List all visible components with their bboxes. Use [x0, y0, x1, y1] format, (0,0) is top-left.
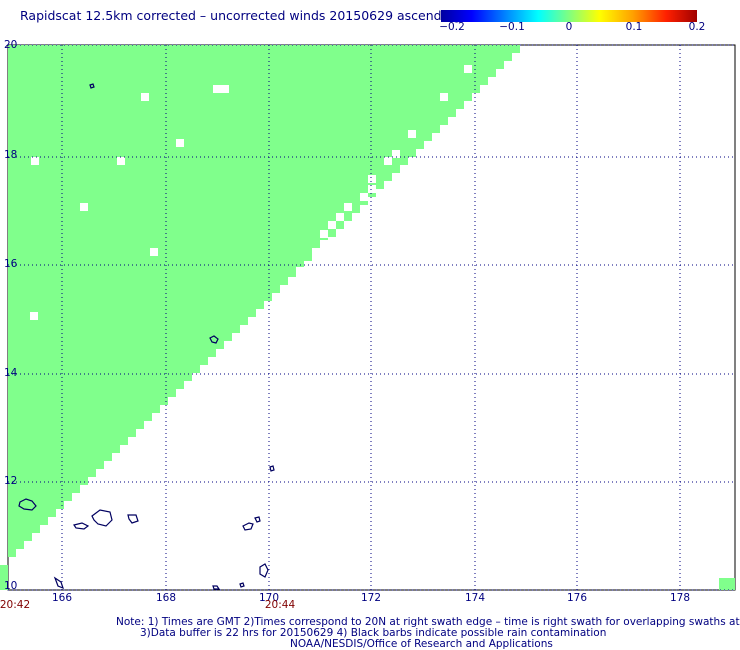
colorbar-label: −0.1	[499, 21, 525, 33]
colorbar-label: 0.2	[688, 21, 706, 33]
footnote-line-1: Note: 1) Times are GMT 2)Times correspon…	[116, 616, 740, 628]
data-gap-cell	[328, 221, 336, 229]
island-outline	[239, 582, 245, 588]
data-gap-cell	[31, 157, 39, 165]
data-gap-cell	[320, 240, 328, 248]
island-outline	[254, 516, 261, 523]
data-gap-cell	[248, 330, 256, 338]
colorbar-gradient	[441, 10, 697, 22]
data-gap-cell	[264, 312, 272, 320]
data-gap-cell	[296, 267, 304, 275]
colorbar-label: −0.2	[439, 21, 465, 33]
data-gap-cell	[384, 157, 392, 165]
island-outline	[242, 522, 254, 531]
lon-tick-label: 178	[669, 592, 691, 604]
data-gap-cell	[221, 85, 229, 93]
island-outline	[53, 576, 64, 590]
footnote-line-2: 3)Data buffer is 22 hrs for 20150629 4) …	[140, 627, 607, 639]
swath-fill	[0, 45, 520, 590]
swath-time-label: 20:42	[0, 599, 31, 611]
data-gap-cell	[464, 65, 472, 73]
map-title: Rapidscat 12.5km corrected – uncorrected…	[20, 8, 461, 23]
island-outline	[259, 563, 269, 578]
swath-time-label: 20:44	[264, 599, 296, 611]
footnote-credit: NOAA/NESDIS/Office of Research and Appli…	[290, 638, 553, 650]
data-gap-cell	[360, 193, 368, 201]
lat-tick-label: 20	[4, 39, 18, 51]
data-gap-cell	[320, 230, 328, 238]
data-gap-cell	[312, 248, 320, 256]
data-gap-cell	[368, 185, 376, 193]
swath-fill-corner	[719, 578, 735, 590]
colorbar-label: 0.1	[625, 21, 643, 33]
data-gap-cell	[368, 175, 376, 183]
swath-gaps	[30, 65, 472, 356]
lon-tick-label: 172	[360, 592, 382, 604]
island-outline	[73, 522, 90, 530]
data-gap-cell	[80, 203, 88, 211]
island-outline	[91, 509, 113, 527]
lon-tick-label: 168	[155, 592, 177, 604]
data-gap-cell	[117, 157, 125, 165]
island-outline	[127, 514, 139, 524]
colorbar-label: 0	[565, 21, 573, 33]
data-gap-cell	[440, 93, 448, 101]
data-gap-cell	[392, 150, 400, 158]
data-gap-cell	[141, 93, 149, 101]
data-gap-cell	[264, 322, 272, 330]
data-gap-cell	[213, 85, 221, 93]
data-gap-cell	[336, 213, 344, 221]
data-gap-cell	[176, 139, 184, 147]
swath-coverage	[0, 45, 735, 590]
island-outline	[209, 335, 219, 344]
data-gap-cell	[344, 203, 352, 211]
lon-tick-label: 176	[566, 592, 588, 604]
lon-tick-label: 170	[258, 592, 280, 604]
island-outline	[89, 83, 95, 89]
data-gap-cell	[408, 130, 416, 138]
lat-tick-label: 12	[4, 475, 18, 487]
colorbar	[441, 10, 697, 22]
data-gap-cell	[30, 312, 38, 320]
lon-tick-label: 166	[51, 592, 73, 604]
data-gap-cell	[272, 300, 280, 308]
lat-tick-label: 18	[4, 149, 18, 161]
data-gap-cell	[236, 348, 244, 356]
lon-tick-label: 174	[464, 592, 486, 604]
lat-tick-label: 14	[4, 367, 18, 379]
lat-tick-label: 10	[4, 580, 18, 592]
data-gap-cell	[150, 248, 158, 256]
island-outline	[18, 498, 37, 511]
island-outline	[212, 585, 221, 590]
island-outline	[269, 465, 275, 472]
lat-tick-label: 16	[4, 258, 18, 270]
graticule	[8, 44, 735, 591]
islands	[18, 83, 275, 590]
